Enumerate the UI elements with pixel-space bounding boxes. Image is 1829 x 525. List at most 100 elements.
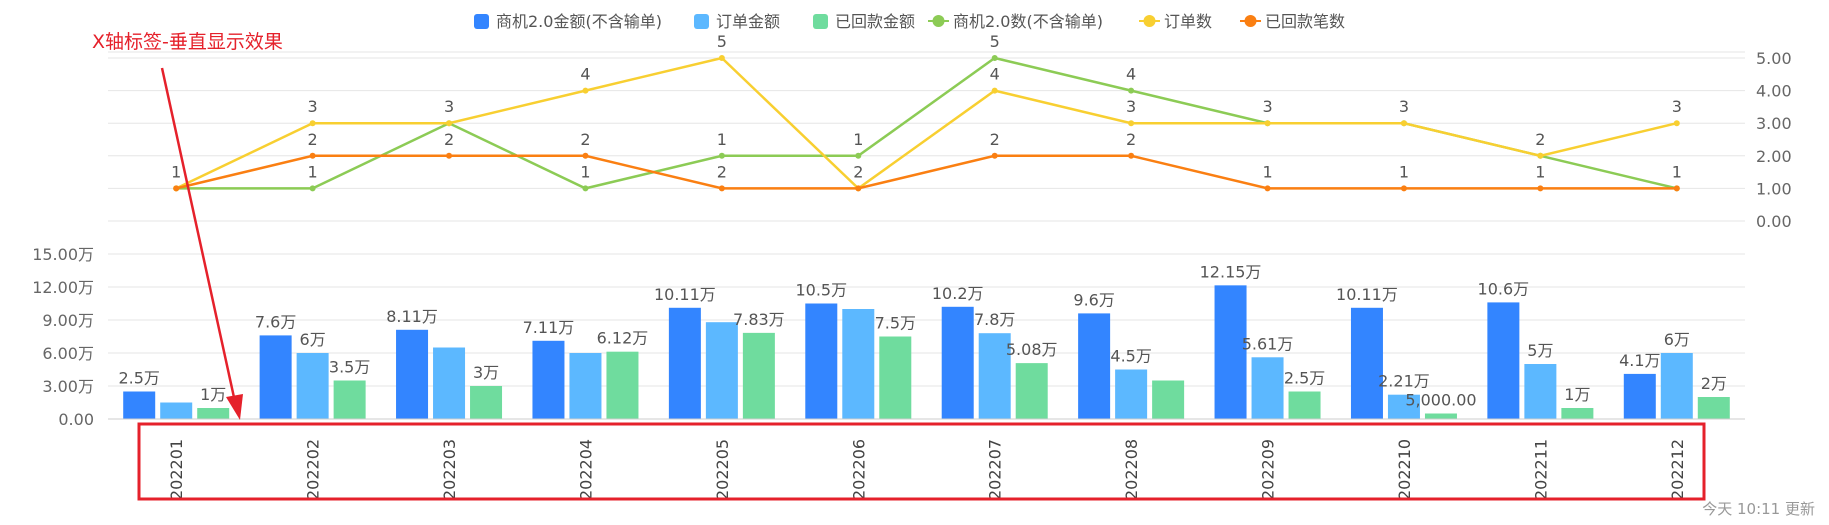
line-point-1[interactable] — [309, 185, 316, 192]
bar-2[interactable] — [569, 353, 602, 419]
line-axis-tick-label: 0.00 — [1756, 212, 1792, 231]
line-point-3[interactable] — [855, 185, 862, 192]
line-data-label: 1 — [1672, 162, 1682, 181]
bar-1[interactable] — [941, 306, 974, 419]
line-point-3[interactable] — [1128, 152, 1135, 159]
bar-3[interactable] — [879, 336, 912, 420]
bar-1[interactable] — [532, 340, 565, 419]
bar-3[interactable] — [1424, 413, 1457, 420]
line-point-3[interactable] — [718, 185, 725, 192]
bar-2[interactable] — [1251, 357, 1284, 419]
legend-item-label[interactable]: 已回款笔数 — [1265, 12, 1345, 31]
bar-2[interactable] — [1387, 394, 1420, 419]
line-series-3[interactable] — [175, 154, 1677, 190]
line-point-2[interactable] — [309, 120, 316, 127]
line-point-3[interactable] — [582, 152, 589, 159]
line-point-3[interactable] — [1537, 185, 1544, 192]
bar-3[interactable] — [742, 332, 775, 419]
bar-1[interactable] — [1350, 307, 1383, 419]
legend-item-label[interactable]: 商机2.0数(不含输单) — [953, 12, 1103, 31]
line-axis-tick-label: 2.00 — [1756, 147, 1792, 166]
bar-3[interactable] — [470, 386, 503, 419]
line-point-2[interactable] — [582, 87, 589, 94]
bar-1[interactable] — [396, 329, 429, 419]
x-axis-tick-label: 202203 — [440, 439, 459, 500]
bar-1[interactable] — [1623, 373, 1656, 419]
legend-swatch[interactable] — [1244, 15, 1257, 27]
line-series-2[interactable] — [175, 56, 1678, 191]
legend-swatch[interactable] — [1143, 15, 1156, 27]
bar-1[interactable] — [1078, 313, 1111, 419]
line-point-2[interactable] — [1537, 152, 1544, 159]
bar-2[interactable] — [296, 353, 329, 419]
bar-data-label: 4.1万 — [1619, 351, 1660, 370]
bar-2[interactable] — [433, 347, 466, 420]
legend-item-label[interactable]: 订单数 — [1164, 12, 1212, 31]
bar-3[interactable] — [1152, 380, 1185, 420]
grid-layer — [108, 51, 1745, 420]
legend-item-label[interactable]: 商机2.0金额(不含输单) — [496, 12, 662, 31]
line-point-3[interactable] — [173, 185, 180, 192]
line-point-1[interactable] — [582, 185, 589, 192]
x-axis-tick-label: 202204 — [576, 439, 595, 500]
legend-item-label[interactable]: 订单金额 — [716, 12, 780, 31]
line-axis-tick-label: 3.00 — [1756, 114, 1792, 133]
line-point-2[interactable] — [718, 55, 725, 61]
bar-3[interactable] — [1288, 391, 1321, 420]
line-point-3[interactable] — [309, 152, 316, 159]
line-point-2[interactable] — [1673, 120, 1680, 127]
legend-swatch[interactable] — [932, 15, 945, 27]
line-point-3[interactable] — [1400, 185, 1407, 192]
bar-1[interactable] — [1487, 302, 1520, 419]
bar-1[interactable] — [123, 391, 156, 420]
bar-3[interactable] — [1697, 397, 1730, 419]
line-point-2[interactable] — [1264, 120, 1271, 127]
bar-2[interactable] — [1660, 353, 1693, 419]
legend-swatch[interactable] — [813, 14, 828, 29]
bar-1[interactable] — [259, 335, 292, 419]
bar-3[interactable] — [1561, 408, 1594, 419]
legend-swatch[interactable] — [694, 14, 709, 29]
line-point-2[interactable] — [1400, 120, 1407, 127]
legend-item-label[interactable]: 已回款金额 — [835, 12, 915, 31]
line-data-label: 4 — [1126, 65, 1136, 84]
line-point-2[interactable] — [991, 87, 998, 94]
line-point-1[interactable] — [1128, 87, 1135, 94]
bar-2[interactable] — [978, 333, 1011, 419]
line-point-3[interactable] — [446, 152, 453, 159]
bar-3[interactable] — [333, 380, 366, 420]
bar-2[interactable] — [160, 402, 193, 420]
legend[interactable]: 商机2.0金额(不含输单) 订单金额 已回款金额 商机2.0数(不含输单) 订单数 已回款… — [474, 12, 1345, 31]
bar-1[interactable] — [668, 307, 701, 419]
bar-3[interactable] — [197, 408, 230, 419]
line-data-label: 2 — [444, 130, 454, 149]
bar-3[interactable] — [606, 351, 639, 419]
bar-data-label: 7.83万 — [733, 310, 785, 329]
bar-2[interactable] — [705, 322, 738, 419]
bar-data-label: 1万 — [1564, 385, 1590, 404]
line-data-label: 2 — [308, 130, 318, 149]
bar-axis-tick-label: 9.00万 — [42, 311, 94, 330]
legend-swatch[interactable] — [474, 14, 489, 29]
bar-2[interactable] — [1524, 364, 1557, 419]
line-data-label: 4 — [580, 65, 590, 84]
bar-3[interactable] — [1015, 363, 1048, 419]
bar-data-label: 10.11万 — [1336, 285, 1398, 304]
bar-2[interactable] — [1115, 369, 1148, 420]
bar-data-label: 7.8万 — [974, 310, 1015, 329]
line-point-3[interactable] — [991, 152, 998, 159]
bar-1[interactable] — [1214, 285, 1247, 419]
line-data-label: 3 — [1672, 97, 1682, 116]
line-point-3[interactable] — [1673, 185, 1680, 192]
line-point-1[interactable] — [855, 152, 862, 159]
bar-data-label: 6.12万 — [597, 329, 649, 348]
x-axis-tick-label: 202208 — [1122, 439, 1141, 500]
line-point-3[interactable] — [1264, 185, 1271, 192]
bar-axis-tick-label: 3.00万 — [42, 377, 94, 396]
bar-1[interactable] — [805, 303, 838, 420]
bar-2[interactable] — [842, 309, 875, 419]
line-point-2[interactable] — [1128, 120, 1135, 127]
line-point-1[interactable] — [991, 55, 998, 61]
line-point-1[interactable] — [718, 152, 725, 159]
line-point-2[interactable] — [446, 120, 453, 127]
